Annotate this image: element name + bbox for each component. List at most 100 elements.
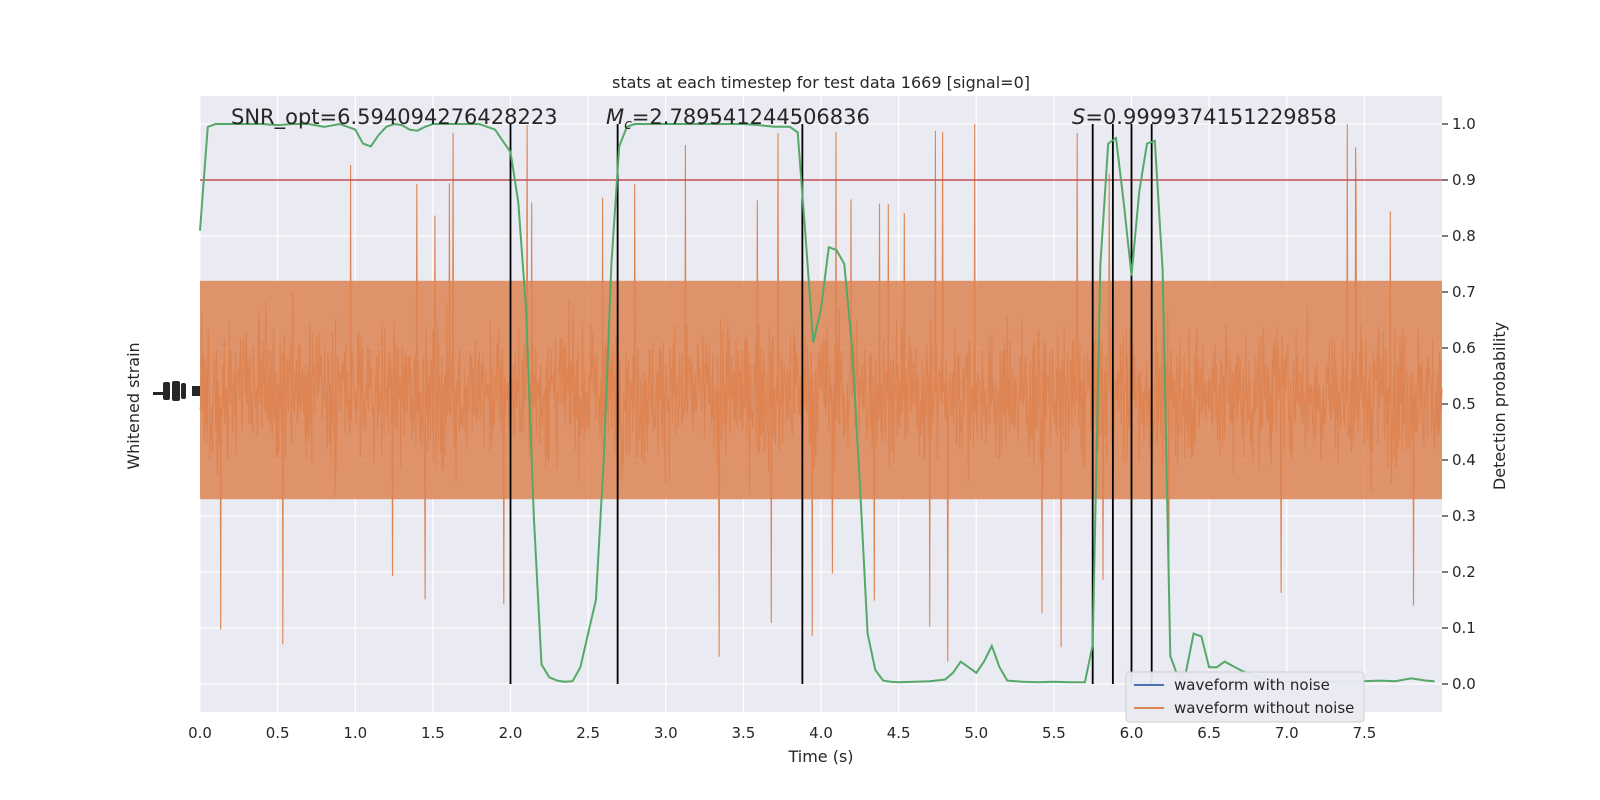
legend-label-noise: waveform with noise xyxy=(1174,676,1330,694)
s-symbol: S xyxy=(1072,105,1085,129)
probability-point-34 xyxy=(556,680,558,682)
probability-point-98 xyxy=(1193,633,1195,635)
probability-point-88 xyxy=(1115,137,1117,139)
probability-point-18 xyxy=(401,124,403,126)
probability-point-50 xyxy=(727,123,729,125)
probability-point-19 xyxy=(408,129,411,131)
probability-point-25 xyxy=(478,123,481,125)
legend-box xyxy=(1125,671,1365,723)
x-tick-label-8: 4.0 xyxy=(809,724,833,742)
probability-point-61 xyxy=(843,263,845,265)
y-tick-label-0: 0.0 xyxy=(1452,675,1476,693)
probability-point-89 xyxy=(1123,201,1125,203)
probability-point-57 xyxy=(812,341,814,343)
x-tick-label-10: 5.0 xyxy=(964,724,988,742)
y-tick-label-8: 0.8 xyxy=(1452,227,1476,245)
probability-point-76 xyxy=(983,661,985,663)
probability-point-14 xyxy=(370,145,372,147)
probability-point-38 xyxy=(587,633,589,635)
y-tick-label-3: 0.3 xyxy=(1452,507,1476,525)
chart-title: stats at each timestep for test data 166… xyxy=(612,73,1030,92)
x-tick-label-6: 3.0 xyxy=(654,724,678,742)
probability-point-27 xyxy=(502,140,504,142)
left-axis-label: Whitened strain xyxy=(124,342,143,469)
probability-point-39 xyxy=(595,599,597,601)
probability-point-44 xyxy=(634,123,636,125)
mc-value: =2.789541244506836 xyxy=(632,105,870,129)
probability-point-95 xyxy=(1169,655,1171,657)
x-tick-label-9: 4.5 xyxy=(887,724,911,742)
y-tick-label-10: 1.0 xyxy=(1452,115,1476,133)
probability-point-65 xyxy=(874,669,876,671)
probability-point-46 xyxy=(665,123,667,125)
spin-annotation: S=0.9999374151229858 xyxy=(1072,105,1337,129)
y-tick-label-2: 0.2 xyxy=(1452,563,1476,581)
probability-point-12 xyxy=(354,129,356,131)
right-axis-label: Detection probability xyxy=(1490,322,1509,490)
y-tick-label-5: 0.5 xyxy=(1452,395,1476,413)
probability-point-83 xyxy=(1068,681,1070,683)
probability-point-48 xyxy=(696,123,698,125)
x-tick-label-5: 2.5 xyxy=(576,724,600,742)
probability-point-100 xyxy=(1208,666,1210,668)
probability-point-55 xyxy=(797,131,799,133)
probability-point-94 xyxy=(1161,269,1164,271)
probability-point-101 xyxy=(1216,666,1218,668)
probability-point-63 xyxy=(859,481,861,483)
x-axis-ticks: 0.0 0.5 1.0 1.5 2.0 2.5 3.0 3.5 4.0 4.5 5.0 5.5 6.0 6… xyxy=(188,724,1376,742)
probability-point-60 xyxy=(835,249,838,251)
x-axis-label: Time (s) xyxy=(787,747,853,766)
probability-point-35 xyxy=(564,681,566,683)
probability-point-91 xyxy=(1138,190,1140,192)
probability-point-41 xyxy=(610,263,613,265)
probability-point-22 xyxy=(432,123,434,125)
probability-point-36 xyxy=(572,680,574,682)
probability-point-4 xyxy=(230,123,232,125)
probability-point-103 xyxy=(1239,669,1241,671)
probability-point-8 xyxy=(292,123,294,125)
probability-point-93 xyxy=(1154,140,1156,142)
probability-point-26 xyxy=(494,129,496,131)
s-value: =0.9999374151229858 xyxy=(1085,105,1336,129)
x-tick-label-3: 1.5 xyxy=(421,724,445,742)
x-tick-label-1: 0.5 xyxy=(266,724,290,742)
probability-point-58 xyxy=(820,308,822,310)
x-tick-label-12: 6.0 xyxy=(1120,724,1144,742)
probability-point-75 xyxy=(975,672,977,674)
probability-path xyxy=(199,122,1435,684)
y-tick-label-7: 0.7 xyxy=(1452,283,1476,301)
y-tick-label-1: 0.1 xyxy=(1452,619,1476,637)
x-tick-label-13: 6.5 xyxy=(1197,724,1221,742)
chirp-mass-annotation: Mc=2.789541244506836 xyxy=(606,105,870,133)
probability-point-49 xyxy=(711,123,713,125)
probability-point-40 xyxy=(603,459,605,461)
y-tick-label-9: 0.9 xyxy=(1452,171,1476,189)
probability-point-71 xyxy=(944,678,946,681)
probability-point-84 xyxy=(1084,681,1086,683)
x-tick-label-0: 0.0 xyxy=(188,724,212,742)
probability-point-82 xyxy=(1053,681,1055,683)
probability-point-3 xyxy=(222,123,224,125)
probability-point-10 xyxy=(323,126,325,128)
probability-point-37 xyxy=(579,666,581,668)
x-tick-label-2: 1.0 xyxy=(343,724,367,742)
probability-point-110 xyxy=(1394,680,1397,682)
probability-point-52 xyxy=(758,124,760,126)
probability-point-11 xyxy=(339,123,341,125)
probability-point-81 xyxy=(1037,681,1039,683)
probability-point-64 xyxy=(866,633,869,635)
probability-point-112 xyxy=(1425,680,1428,682)
probability-point-74 xyxy=(967,666,970,668)
probability-point-72 xyxy=(952,672,954,674)
mc-subscript: c xyxy=(624,117,632,133)
left-axis-tick-cluster xyxy=(153,381,200,401)
probability-point-24 xyxy=(463,123,465,125)
probability-point-69 xyxy=(913,681,915,683)
probability-point-43 xyxy=(626,126,628,128)
probability-point-53 xyxy=(773,126,776,128)
x-tick-label-7: 3.5 xyxy=(731,724,755,742)
probability-point-87 xyxy=(1107,143,1109,145)
x-tick-label-15: 7.5 xyxy=(1352,724,1376,742)
probability-point-45 xyxy=(649,123,651,125)
probability-point-79 xyxy=(1006,680,1008,682)
